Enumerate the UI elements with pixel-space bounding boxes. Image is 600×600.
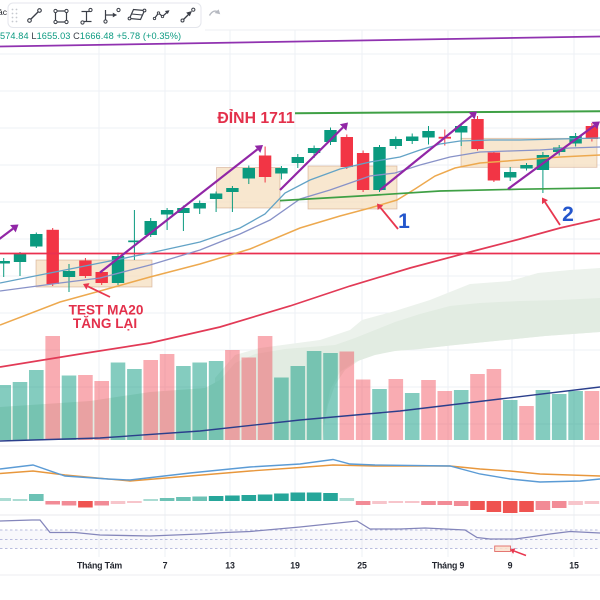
svg-text:574.84 L1655.03 C1666.48 +5.78: 574.84 L1655.03 C1666.48 +5.78 (+0.35%) xyxy=(0,31,181,41)
svg-text:7: 7 xyxy=(163,561,168,571)
svg-text:TEST MA20: TEST MA20 xyxy=(69,303,144,318)
svg-text:TĂNG LẠI: TĂNG LẠI xyxy=(73,316,137,331)
svg-text:15: 15 xyxy=(569,561,579,571)
svg-text:ĐỈNH 1711: ĐỈNH 1711 xyxy=(217,108,294,127)
svg-text:25: 25 xyxy=(357,561,367,571)
svg-text:2: 2 xyxy=(562,203,574,226)
svg-text:9: 9 xyxy=(508,561,513,571)
svg-text:13: 13 xyxy=(225,561,235,571)
svg-text:Tháng Tám: Tháng Tám xyxy=(77,561,122,571)
svg-text:19: 19 xyxy=(290,561,300,571)
svg-text:ác: ác xyxy=(0,7,8,17)
svg-text:Tháng 9: Tháng 9 xyxy=(432,561,465,571)
svg-text:1: 1 xyxy=(398,210,410,233)
